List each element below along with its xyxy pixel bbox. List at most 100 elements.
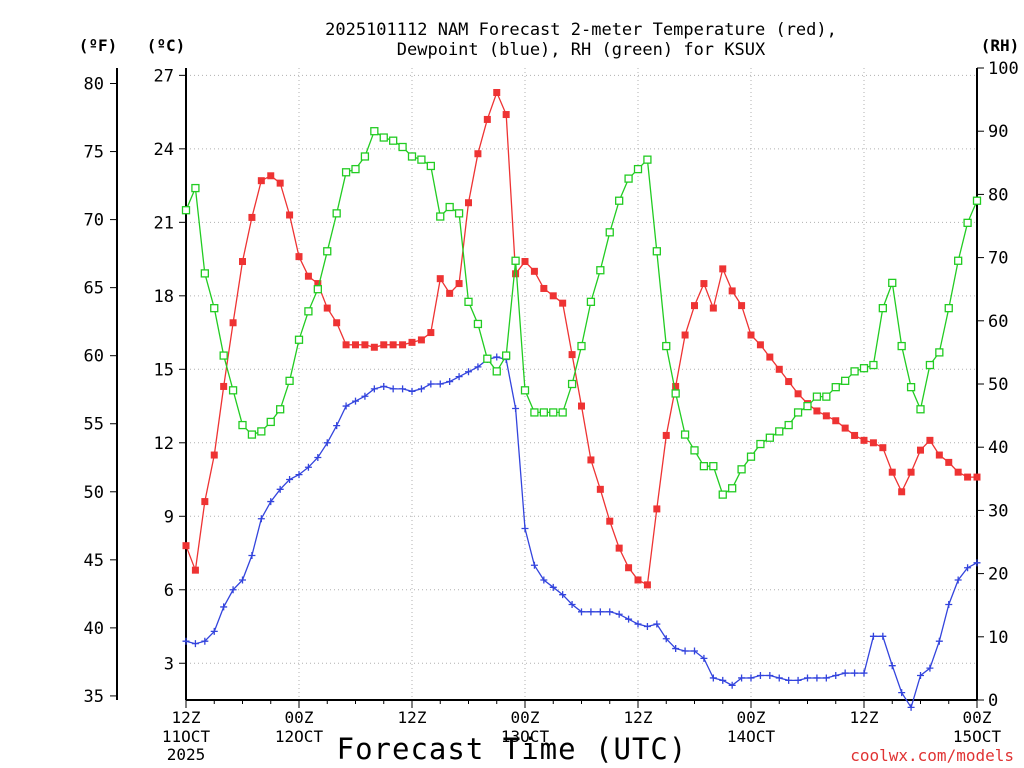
- dewpoint-point: [248, 551, 256, 559]
- temperature-point: [399, 341, 407, 349]
- rh-point: [671, 389, 680, 398]
- temperature-point: [973, 473, 981, 481]
- fahrenheit-tick-label: 65: [84, 279, 104, 299]
- rh-point: [520, 386, 530, 395]
- temperature-point: [596, 485, 604, 493]
- time-tick-label-hour: 00Z: [285, 708, 314, 727]
- rh-tick-label: 40: [988, 438, 1008, 458]
- chart-title-line2: Dewpoint (blue), RH (green) for KSUX: [397, 40, 766, 60]
- dewpoint-point: [672, 645, 680, 653]
- rh-point: [228, 386, 238, 395]
- temperature-point: [559, 299, 567, 307]
- temperature-point: [653, 505, 661, 513]
- rh-tick-label: 30: [988, 501, 1008, 521]
- time-tick-label-date: 14OCT: [727, 727, 776, 746]
- dewpoint-point: [540, 576, 548, 584]
- temperature-point: [182, 542, 190, 550]
- temperature-point: [794, 390, 802, 398]
- rh-point: [775, 427, 784, 436]
- rh-point: [379, 133, 388, 142]
- rh-point: [304, 307, 313, 316]
- rh-point: [398, 142, 407, 152]
- rh-point: [464, 297, 473, 306]
- rh-point: [483, 354, 492, 363]
- dewpoint-point: [342, 402, 350, 410]
- dewpoint-point: [389, 385, 397, 393]
- dewpoint-point: [512, 404, 520, 412]
- time-tick-label-date: 12OCT: [275, 727, 324, 746]
- temperature-point: [380, 341, 388, 349]
- temperature-point: [493, 88, 501, 96]
- celsius-tick-label: 6: [164, 581, 174, 601]
- temperature-point: [917, 446, 924, 454]
- temperature-point: [643, 581, 651, 589]
- rh-point: [219, 351, 228, 360]
- temperature-point: [201, 498, 209, 506]
- temperature-point: [474, 150, 482, 158]
- rh-point: [370, 127, 379, 136]
- dewpoint-point: [964, 564, 972, 572]
- dewpoint-point: [888, 662, 896, 670]
- rh-tick-label: 100: [988, 59, 1019, 79]
- rh-point: [869, 360, 878, 370]
- dewpoint-point: [625, 615, 633, 623]
- rh-point: [718, 490, 727, 499]
- dewpoint-point: [465, 368, 472, 376]
- rh-tick-label: 0: [988, 691, 998, 711]
- dewpoint-point: [436, 380, 444, 388]
- rh-point: [916, 405, 925, 414]
- dewpoint-point: [568, 600, 576, 608]
- dewpoint-point: [738, 674, 746, 682]
- rh-point: [765, 433, 774, 442]
- temperature-point: [625, 564, 633, 572]
- temperature-point: [465, 199, 472, 207]
- temperature-point: [634, 576, 642, 584]
- rh-tick-label: 10: [988, 628, 1008, 648]
- temperature-point: [286, 211, 294, 219]
- rh-point: [247, 430, 257, 439]
- temperature-point: [370, 343, 378, 351]
- dewpoint-point: [427, 380, 435, 388]
- rh-point: [954, 256, 963, 265]
- temperature-point: [352, 341, 359, 349]
- temperature-point: [333, 319, 341, 327]
- rh-point: [850, 367, 859, 376]
- rh-point: [756, 439, 765, 449]
- celsius-tick-label: 24: [154, 140, 174, 160]
- dewpoint-point: [907, 703, 915, 711]
- temperature-point: [898, 488, 906, 496]
- rh-point: [341, 168, 351, 177]
- temperature-point: [879, 444, 887, 452]
- temperature-point: [700, 280, 708, 288]
- dewpoint-point: [841, 669, 849, 677]
- temperature-point: [851, 431, 859, 439]
- dewpoint-point: [700, 654, 708, 662]
- temperature-point: [342, 341, 350, 349]
- time-tick-label-date: 13OCT: [501, 727, 550, 746]
- dewpoint-point: [276, 485, 284, 493]
- temperature-point: [239, 258, 246, 266]
- temperature-point: [615, 544, 623, 552]
- dewpoint-point: [408, 387, 416, 395]
- series-dewpoint: [182, 353, 981, 711]
- dewpoint-point: [417, 385, 425, 393]
- rh-point: [238, 420, 247, 430]
- plot-grid: [186, 68, 977, 700]
- temperature-point: [747, 331, 755, 339]
- fahrenheit-tick-label: 75: [84, 143, 104, 163]
- rh-point: [812, 392, 822, 401]
- rh-point: [690, 446, 699, 455]
- temperature-point: [220, 382, 228, 390]
- series-temperature: [182, 88, 981, 589]
- temperature-point: [832, 417, 840, 425]
- dewpoint-point: [662, 635, 670, 643]
- temperature-point: [945, 458, 953, 466]
- rh-point: [567, 379, 577, 389]
- dewpoint-point: [653, 620, 661, 628]
- dewpoint-point: [295, 471, 303, 479]
- fahrenheit-tick-label: 45: [84, 551, 104, 571]
- dewpoint-point: [709, 674, 717, 682]
- rh-point: [841, 376, 850, 385]
- rh-point: [210, 304, 219, 313]
